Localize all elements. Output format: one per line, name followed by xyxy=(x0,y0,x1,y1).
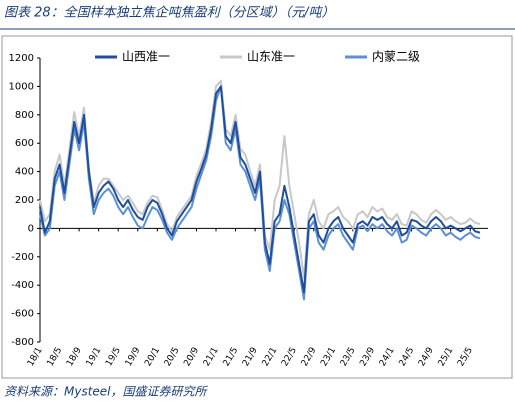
chart-title: 图表 28：全国样本独立焦企吨焦盈利（分区域）（元/吨） xyxy=(4,5,335,21)
x-tick-label: 25/1 xyxy=(437,346,456,369)
x-tick-label: 25/5 xyxy=(456,346,475,369)
y-tick-label: -400 xyxy=(11,280,34,291)
x-tick-label: 19/5 xyxy=(104,346,123,369)
y-tick-label: 400 xyxy=(15,167,34,178)
y-tick-label: 800 xyxy=(15,110,34,121)
x-tick-label: 18/1 xyxy=(26,346,45,369)
x-tick-label: 18/9 xyxy=(65,346,84,369)
series-line xyxy=(39,79,481,280)
x-tick-label: 22/9 xyxy=(300,346,319,369)
chart-frame xyxy=(1,35,513,379)
y-tick-label: -600 xyxy=(11,309,34,320)
y-tick-label: 200 xyxy=(15,195,34,206)
x-tick-label: 22/1 xyxy=(261,346,280,369)
y-tick-label: 0 xyxy=(28,223,34,234)
source-note: 资料来源：Mysteel，国盛证券研究所 xyxy=(4,385,209,399)
x-tick-label: 22/5 xyxy=(280,346,299,369)
x-tick-label: 20/1 xyxy=(143,346,162,369)
x-tick-label: 23/9 xyxy=(358,346,377,369)
x-tick-label: 20/5 xyxy=(163,346,182,369)
series-line xyxy=(39,85,481,294)
legend-label: 内蒙二级 xyxy=(372,50,420,64)
x-tick-label: 21/9 xyxy=(241,346,260,369)
legend-label: 山西准一 xyxy=(122,50,170,64)
y-tick-label: 600 xyxy=(15,138,34,149)
legend-label: 山东准一 xyxy=(247,50,295,64)
x-tick-label: 21/5 xyxy=(222,346,241,369)
x-tick-label: 18/5 xyxy=(46,346,65,369)
series-line xyxy=(39,85,481,301)
x-tick-label: 19/9 xyxy=(124,346,143,369)
x-tick-label: 23/1 xyxy=(319,346,338,369)
x-tick-label: 24/5 xyxy=(398,346,417,369)
x-tick-label: 19/1 xyxy=(85,346,104,369)
y-tick-label: -800 xyxy=(11,337,34,348)
y-tick-label: 1000 xyxy=(9,81,34,92)
x-tick-label: 24/9 xyxy=(417,346,436,369)
x-tick-label: 23/5 xyxy=(339,346,358,369)
x-tick-label: 20/9 xyxy=(182,346,201,369)
y-tick-label: -200 xyxy=(11,252,34,263)
x-tick-label: 21/1 xyxy=(202,346,221,369)
y-tick-label: 1200 xyxy=(9,53,34,64)
x-tick-label: 24/1 xyxy=(378,346,397,369)
